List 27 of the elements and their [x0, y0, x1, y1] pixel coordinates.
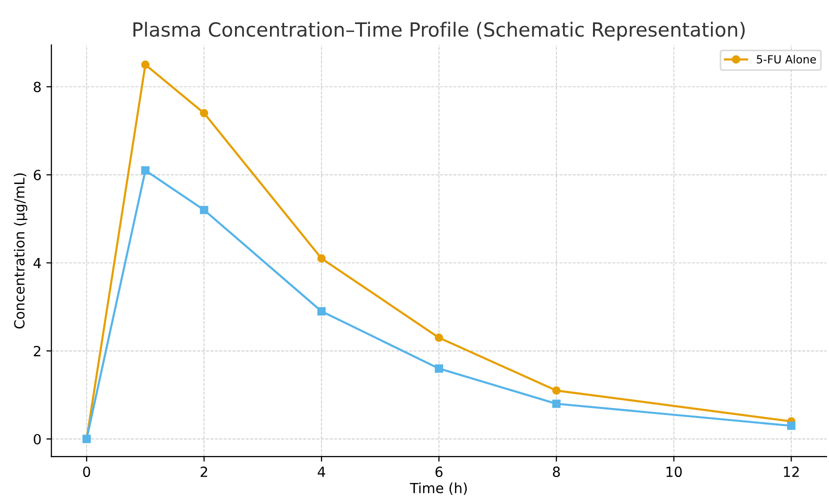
y-tick-label: 0 [34, 434, 41, 444]
x-tick-label: 10 [666, 466, 682, 478]
chart-title: Plasma Concentration–Time Profile (Schematic Representation) [133, 22, 745, 41]
y-tick-label: 4 [34, 258, 41, 268]
x-tick-label: 12 [784, 466, 799, 477]
point [200, 206, 208, 214]
point [141, 60, 150, 69]
y-tick-label: 6 [34, 170, 41, 180]
point [317, 307, 326, 316]
point [200, 108, 208, 118]
point [552, 400, 561, 408]
x-tick-label: 8 [552, 466, 560, 478]
point [141, 166, 150, 175]
x-tick-label: 2 [200, 466, 208, 477]
legend-label: 5-FU Alone [756, 54, 816, 64]
x-tick-label: 4 [318, 466, 326, 477]
y-axis-title: Concentration (µg/mL) [14, 173, 28, 329]
y-tick-label: 8 [34, 82, 41, 92]
x-tick-label: 6 [436, 466, 442, 478]
point [552, 386, 561, 395]
point [434, 364, 444, 373]
x-axis-title: Time (h) [410, 482, 467, 495]
point [787, 422, 796, 430]
x-tick-label: 0 [83, 466, 90, 478]
y-tick-label: 2 [34, 346, 40, 356]
point [317, 254, 326, 263]
point [434, 334, 444, 342]
